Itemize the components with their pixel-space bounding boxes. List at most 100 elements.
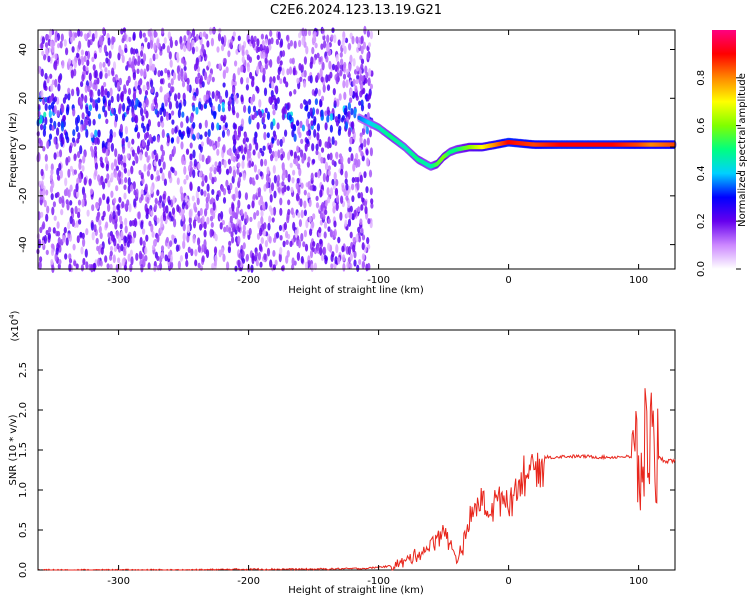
spectral-cell [157, 174, 161, 182]
spectral-cell [225, 224, 229, 233]
spectral-cell [357, 206, 361, 213]
spectral-cell [137, 211, 141, 220]
spectral-cell [265, 173, 270, 183]
spectral-cell [39, 139, 43, 149]
spectral-cell [150, 223, 154, 233]
spectral-cell [331, 178, 335, 186]
spectral-cell [316, 243, 320, 252]
spectral-cell [312, 213, 316, 220]
spectral-cell [368, 169, 373, 178]
spectral-cell [335, 202, 339, 212]
spectral-cell [201, 215, 205, 225]
spectral-cell [243, 146, 247, 155]
spectral-cell [212, 144, 216, 151]
spectral-cell [321, 27, 325, 34]
spectral-cell [303, 229, 307, 238]
spectral-cell [167, 31, 171, 40]
spectral-cell [130, 184, 134, 192]
spectral-cell [204, 119, 208, 129]
spectral-cell [280, 153, 284, 161]
spectral-cell [174, 93, 178, 102]
spectral-cell [211, 176, 215, 185]
spectral-cell [216, 122, 220, 131]
spectral-cell [317, 89, 322, 97]
spectral-cell [343, 188, 347, 197]
spectral-cell [71, 88, 75, 97]
spectral-cell [242, 65, 246, 74]
spectral-cell [106, 173, 110, 181]
spectral-cell [78, 161, 82, 171]
spectral-cell [103, 44, 107, 54]
spectral-cell [283, 222, 287, 231]
spectral-cell [157, 70, 161, 78]
spectral-cell [289, 58, 293, 64]
spectral-cell [93, 79, 97, 85]
spectral-cell [337, 256, 341, 265]
snr-x-ticks: -300 -200 -100 0 100 [107, 330, 648, 587]
spectral-cell [335, 54, 339, 63]
y-tick-label: 2.5 [18, 362, 29, 378]
spectral-cell [95, 102, 99, 112]
spectral-cell [199, 265, 203, 271]
spectral-cell [304, 243, 309, 252]
spectral-cell [118, 106, 122, 115]
spectral-cell [275, 38, 279, 46]
spectral-cell [63, 226, 67, 234]
spectral-cell [256, 38, 260, 47]
spectral-cell [89, 89, 93, 98]
spectral-cell [273, 237, 277, 243]
spectral-cell [61, 59, 65, 69]
spectral-cell [204, 175, 208, 183]
spectral-cell [229, 182, 233, 191]
spectral-cell [96, 212, 100, 221]
spectral-cell [136, 145, 141, 155]
spectral-cell [278, 253, 282, 263]
spectral-cell [260, 237, 264, 245]
spectral-cell [181, 80, 186, 88]
spectral-cell [217, 136, 221, 142]
spectral-cell [43, 53, 47, 61]
spectral-cell [361, 197, 365, 203]
spectral-cell [93, 262, 97, 271]
spectral-cell [167, 170, 172, 179]
spectral-cell [279, 246, 283, 255]
spectral-cell [45, 189, 49, 196]
spectral-cell [336, 194, 340, 204]
spectral-cell [327, 196, 331, 204]
spectral-cell [142, 53, 147, 62]
spectral-cell [324, 161, 329, 171]
spectral-cell [315, 75, 319, 82]
spectral-cell [329, 124, 333, 133]
spectral-cell [180, 141, 184, 150]
spectral-cell [291, 57, 295, 65]
spectral-cell [279, 78, 283, 85]
spectral-cell [108, 50, 112, 59]
spectral-cell [146, 123, 150, 132]
spectral-cell [263, 253, 267, 261]
spectral-cell [220, 210, 224, 220]
spectral-cell [186, 77, 190, 85]
spectral-cell [199, 207, 203, 216]
spectral-cell [225, 179, 229, 188]
spectral-cell [97, 129, 101, 138]
spectral-cell [287, 42, 291, 50]
spectral-cell [270, 37, 274, 45]
spectral-cell [54, 78, 58, 88]
spectral-cell [361, 155, 365, 162]
spectral-cell [309, 74, 313, 84]
spectral-cell [184, 252, 189, 260]
spectral-cell [133, 218, 137, 228]
spectral-cell [67, 91, 71, 101]
spectral-cell [298, 39, 302, 48]
spectral-cell [183, 178, 187, 185]
x-tick-label: -200 [237, 576, 260, 587]
spectral-cell [262, 145, 266, 151]
spectral-cell [73, 188, 77, 198]
spectral-cell [52, 40, 56, 47]
spectral-cell [268, 235, 272, 244]
spectral-cell [212, 202, 216, 211]
spectral-cell [213, 246, 218, 255]
spectral-cell [257, 151, 261, 159]
spectral-cell [160, 251, 164, 259]
spectral-cell [153, 42, 157, 51]
